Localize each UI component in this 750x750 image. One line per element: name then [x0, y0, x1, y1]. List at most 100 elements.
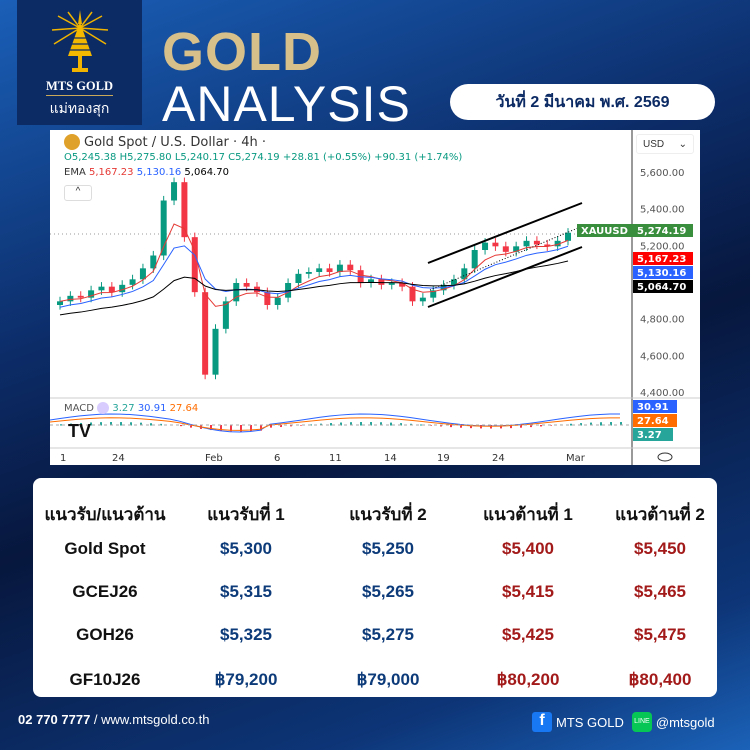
macd-histogram-bar: [600, 422, 602, 426]
candle: [409, 286, 416, 302]
x-tick-label: Feb: [205, 453, 223, 464]
level-value: $5,475: [634, 625, 686, 644]
macd-signal-label: 27.64: [637, 416, 669, 427]
collapse-legend-button[interactable]: ^: [64, 185, 92, 201]
macd-histogram-bar: [520, 425, 522, 428]
macd-line-value: 30.91: [137, 403, 167, 414]
y-tick-label: 4,600.00: [640, 351, 685, 362]
line-icon[interactable]: LINE: [631, 712, 652, 732]
candle: [243, 283, 250, 287]
settings-eye-icon[interactable]: [657, 452, 673, 462]
column-header: แนวรับ/แนวต้าน: [44, 505, 166, 524]
macd-histogram-bar: [280, 425, 282, 428]
macd-histogram-bar: [120, 422, 122, 426]
refresh-icon[interactable]: [97, 402, 110, 414]
candle: [482, 242, 489, 250]
instrument-name: Gold Spot: [64, 539, 146, 558]
date-badge: วันที่ 2 มีนาคม พ.ศ. 2569: [450, 84, 715, 120]
candle: [212, 328, 219, 375]
candle: [77, 295, 84, 298]
line-id[interactable]: @mtsgold: [655, 714, 715, 730]
currency-label: USD: [643, 139, 665, 150]
macd-histogram-bar: [100, 422, 102, 426]
y-tick-label: 5,200.00: [640, 241, 685, 252]
macd-histogram-bar: [400, 423, 402, 426]
level-value: ฿80,200: [496, 670, 560, 689]
candle: [181, 182, 188, 238]
chevron-down-icon: ⌄: [678, 139, 687, 150]
ema-label: EMA: [64, 167, 86, 178]
macd-histogram-bar: [190, 425, 192, 428]
ema-fast-label-bg: [633, 252, 693, 265]
tradingview-logo: TV: [68, 421, 92, 441]
candle: [264, 292, 271, 305]
macd-histogram-bar: [570, 423, 572, 426]
price-chart[interactable]: 5,600.00 5,400.00 5,200.00 4,800.00 4,600.00…: [50, 130, 700, 465]
ohlc-readout: O5,245.38 H5,275.80 L5,240.17 C5,274.19 …: [64, 152, 462, 163]
symbol-tag-bg: [577, 224, 633, 237]
level-value: $5,400: [502, 539, 554, 558]
macd-line-label: 30.91: [637, 402, 669, 413]
website-link[interactable]: / www.mtsgold.co.th: [90, 712, 210, 727]
ema-fast-value: 5,167.23: [88, 167, 134, 178]
level-value: $5,415: [502, 582, 554, 601]
channel-lower-line: [427, 246, 583, 308]
macd-signal-line: [50, 417, 621, 431]
macd-hist-label-bg: [633, 428, 673, 441]
macd-histogram-bar: [240, 425, 242, 432]
macd-histogram-bar: [620, 422, 622, 426]
ohlc-high: H5,275.80: [119, 152, 172, 163]
candle: [513, 246, 520, 252]
footer-contact: 02 770 7777 / www.mtsgold.co.th: [18, 712, 210, 727]
macd-histogram-bar: [450, 425, 452, 428]
macd-histogram-bar: [470, 425, 472, 429]
candle: [160, 200, 167, 256]
x-tick-label: 24: [492, 453, 505, 464]
macd-histogram-bar: [250, 425, 252, 432]
column-header: แนวต้านที่ 1: [483, 505, 573, 524]
candle: [368, 279, 375, 283]
title-gold: GOLD: [162, 22, 322, 82]
chart-title: Gold Spot / U.S. Dollar · 4h ·: [64, 134, 266, 150]
macd-histogram-bar: [350, 422, 352, 426]
facebook-name[interactable]: MTS GOLD: [556, 714, 624, 730]
candle: [502, 246, 509, 252]
instrument-name: GOH26: [76, 625, 134, 644]
channel-mid-line: [429, 227, 579, 291]
macd-label: MACD: [64, 403, 94, 414]
facebook-icon[interactable]: f: [532, 712, 552, 732]
candle: [222, 301, 229, 329]
candle: [523, 240, 530, 247]
candle: [108, 286, 115, 293]
macd-readout: MACD 3.27 30.91 27.64: [64, 402, 198, 414]
macd-histogram-bar: [130, 422, 132, 426]
macd-histogram-bar: [610, 422, 612, 426]
macd-histogram-bar: [540, 425, 542, 427]
macd-histogram-bar: [270, 425, 272, 428]
candle: [347, 264, 354, 271]
macd-histogram-bar: [460, 425, 462, 428]
candle: [295, 273, 302, 283]
macd-histogram-bar: [340, 422, 342, 426]
level-value: $5,265: [362, 582, 414, 601]
candle: [492, 242, 499, 247]
candle: [316, 268, 323, 272]
column-header: แนวรับที่ 2: [349, 505, 427, 524]
column-header: แนวรับที่ 1: [207, 505, 285, 524]
macd-histogram-bar: [90, 422, 92, 426]
macd-line-label-bg: [633, 400, 677, 413]
candle: [450, 279, 457, 285]
candle: [88, 290, 95, 298]
phone-number: 02 770 7777: [18, 712, 91, 727]
symbol-tag: XAUUSD: [581, 226, 628, 237]
chart-canvas[interactable]: 5,600.00 5,400.00 5,200.00 4,800.00 4,600.00…: [50, 130, 700, 465]
symbol-title: Gold Spot / U.S. Dollar · 4h ·: [84, 134, 267, 150]
macd-signal-label-bg: [633, 414, 677, 427]
candle: [57, 301, 63, 305]
logo-text-en: MTS GOLD: [45, 79, 114, 96]
x-tick-label: 11: [329, 453, 342, 464]
macd-histogram-bar: [290, 425, 292, 427]
macd-histogram-bar: [300, 425, 302, 426]
currency-select[interactable]: USD ⌄: [636, 134, 694, 154]
candle: [388, 283, 395, 285]
